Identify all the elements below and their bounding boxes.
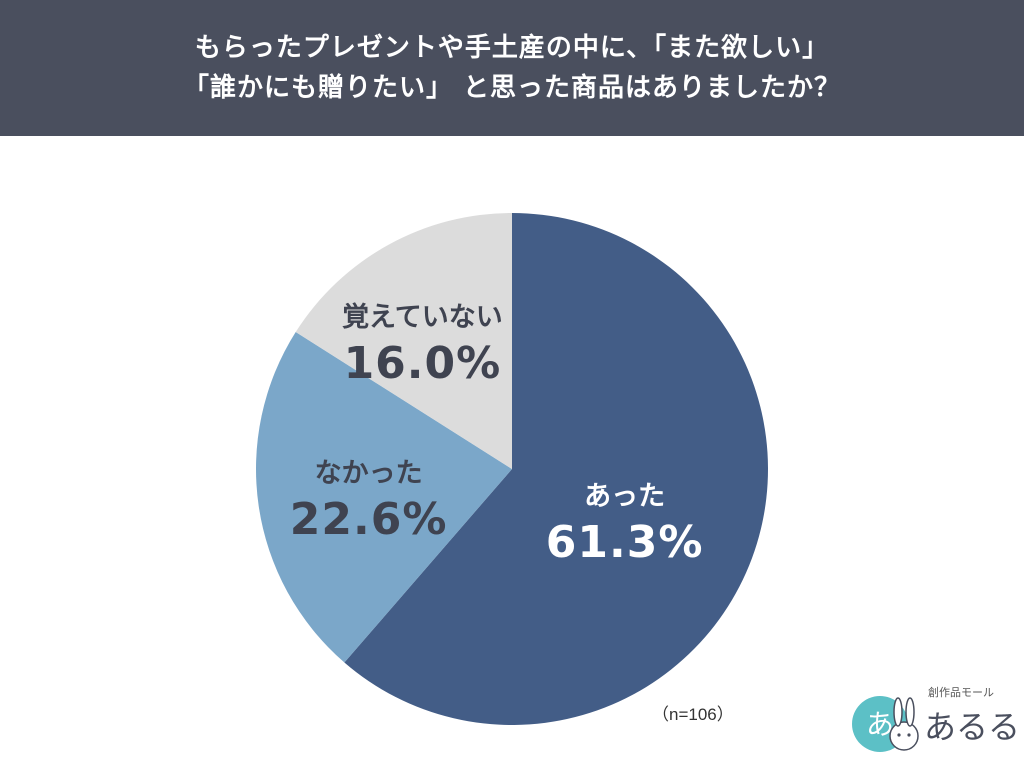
pie-slice-1 xyxy=(344,213,768,725)
slice-percent-2: 22.6% xyxy=(289,494,448,546)
slice-label-2: なかった 22.6% xyxy=(290,456,448,548)
brand-logo: あ 創作品モール あるる xyxy=(850,680,1020,764)
title-line-2: 「誰かにも贈りたい」 と思った商品はありましたか？ xyxy=(182,73,842,103)
slice-category-2: なかった xyxy=(314,458,423,490)
slice-percent-3: 16.0% xyxy=(343,338,502,390)
logo-mark-icon: あ xyxy=(852,696,919,752)
pie-slice-2 xyxy=(255,332,512,663)
slice-category-1: あった xyxy=(584,481,666,513)
title-line-1: もらったプレゼントや手土産の中に、「また欲しい」 xyxy=(194,33,830,63)
pie-chart xyxy=(255,213,768,725)
pie-slice-3 xyxy=(295,213,512,469)
slice-label-1: あった 61.3% xyxy=(546,479,704,571)
slice-label-3: 覚えていない 16.0% xyxy=(342,300,503,392)
slice-percent-1: 61.3% xyxy=(545,517,704,569)
title-banner: もらったプレゼントや手土産の中に、「また欲しい」 「誰かにも贈りたい」 と思った… xyxy=(0,0,1024,136)
slice-category-3: 覚えていない xyxy=(342,302,503,334)
sample-size-note: （n=106） xyxy=(652,705,734,724)
logo-subtitle: 創作品モール xyxy=(928,686,994,699)
logo-name: あるる xyxy=(924,708,1021,746)
